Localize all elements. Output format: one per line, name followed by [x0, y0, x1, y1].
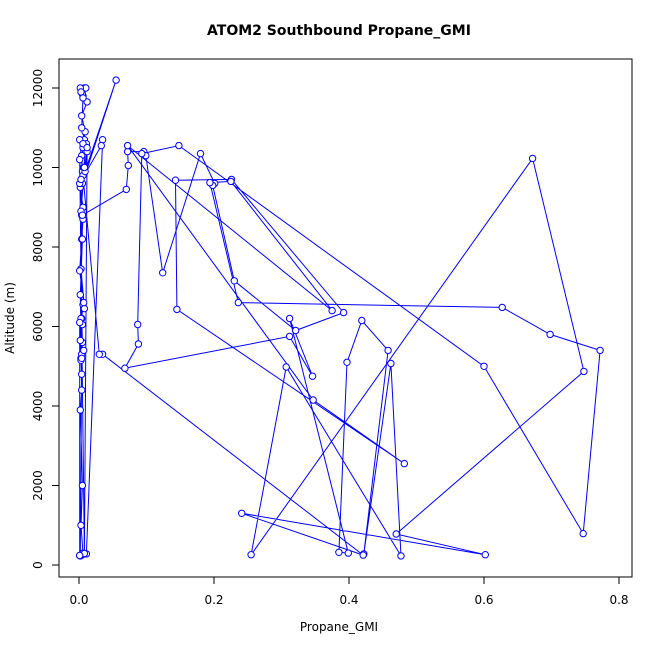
data-point — [206, 178, 214, 187]
data-point — [76, 318, 84, 327]
data-point — [400, 459, 408, 468]
data-point — [227, 177, 235, 186]
data-point — [159, 269, 167, 277]
y-axis: 0 2000 4000 6000 8000 10000 12000 — [31, 69, 60, 569]
data-point — [292, 326, 300, 335]
data-point — [596, 346, 604, 355]
data-point — [580, 367, 588, 376]
data-point — [123, 147, 132, 156]
data-point — [247, 551, 255, 559]
data-point — [77, 175, 85, 184]
data-point — [121, 364, 129, 372]
data-point — [123, 141, 132, 150]
x-tick-label: 0.2 — [204, 593, 223, 607]
data-point — [76, 406, 85, 414]
data-point — [234, 298, 243, 307]
data-point — [175, 141, 183, 150]
data-point — [308, 372, 317, 380]
data-point — [95, 350, 104, 358]
x-axis-label: Propane_GMI — [300, 620, 378, 634]
y-tick-label: 4000 — [31, 391, 45, 422]
data-point — [76, 291, 85, 299]
x-tick-label: 0.0 — [69, 593, 88, 607]
data-point — [78, 386, 86, 394]
data-point — [328, 306, 336, 315]
data-point — [83, 143, 91, 152]
data-point — [335, 548, 343, 556]
x-tick-label: 0.8 — [609, 593, 628, 607]
data-point — [77, 521, 85, 529]
data-point — [579, 529, 587, 538]
x-tick-label: 0.6 — [474, 593, 493, 607]
data-point — [78, 481, 87, 490]
data-point — [196, 149, 205, 158]
data-point — [122, 185, 131, 194]
y-tick-label: 8000 — [31, 232, 45, 263]
y-axis-label: Altitude (m) — [3, 282, 17, 354]
data-point — [480, 362, 488, 370]
data-point — [134, 320, 142, 329]
x-axis: 0.0 0.2 0.4 0.6 0.8 — [69, 576, 629, 607]
data-point — [80, 346, 88, 355]
data-point — [285, 314, 294, 323]
y-tick-label: 12000 — [31, 69, 45, 107]
data-point — [309, 396, 317, 404]
data-point — [387, 359, 395, 368]
data-point — [392, 530, 400, 538]
data-point — [76, 336, 85, 345]
data-point — [397, 552, 405, 560]
data-point — [76, 551, 84, 560]
data-point — [546, 330, 554, 339]
y-tick-label: 0 — [31, 561, 45, 569]
data-point — [78, 211, 87, 219]
data-point — [78, 354, 86, 362]
data-point — [76, 267, 84, 275]
data-point — [498, 303, 506, 312]
data-point — [173, 305, 181, 314]
data-point — [384, 346, 392, 355]
data-point — [339, 308, 348, 317]
data-point — [134, 340, 143, 348]
y-tick-label: 2000 — [31, 470, 45, 501]
data-point — [285, 332, 294, 341]
x-tick-label: 0.4 — [339, 593, 358, 607]
data-point — [171, 176, 180, 184]
data-point — [343, 358, 351, 366]
data-point — [98, 136, 107, 144]
y-tick-label: 10000 — [31, 148, 45, 186]
data-point — [528, 154, 537, 163]
data-point — [78, 235, 87, 243]
data-point — [358, 316, 366, 325]
data-point — [112, 76, 120, 84]
data-point — [80, 298, 88, 307]
data-point — [80, 304, 89, 313]
data-point — [78, 370, 86, 378]
chart-title: ATOM2 Southbound Propane_GMI — [207, 23, 471, 39]
data-point — [80, 163, 89, 172]
plot-frame — [58, 58, 633, 578]
series-layer — [76, 76, 604, 560]
series-line — [79, 79, 601, 557]
data-point — [79, 94, 87, 102]
data-point — [344, 549, 352, 557]
data-point — [238, 509, 246, 517]
data-point — [97, 141, 106, 150]
data-point — [481, 551, 489, 559]
y-tick-label: 6000 — [31, 311, 45, 342]
data-point — [282, 363, 290, 371]
data-point — [124, 161, 133, 170]
data-point — [76, 155, 84, 164]
data-point — [230, 277, 239, 285]
data-point — [78, 124, 86, 132]
data-point — [78, 112, 86, 120]
data-point — [359, 551, 367, 559]
data-point — [138, 149, 146, 158]
